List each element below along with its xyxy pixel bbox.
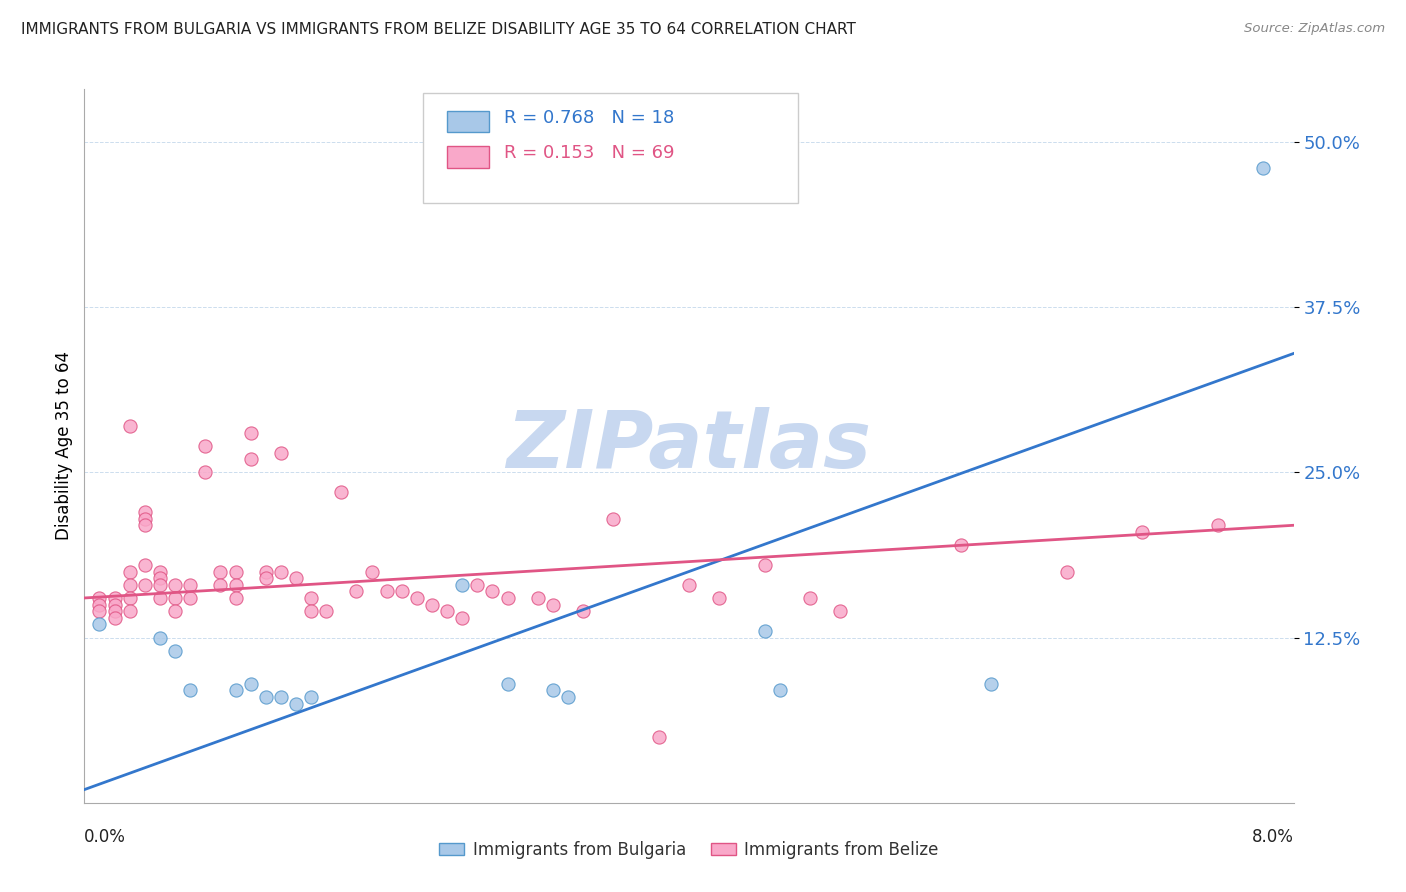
Point bbox=[104, 611, 127, 625]
Point bbox=[104, 598, 127, 612]
Text: Source: ZipAtlas.com: Source: ZipAtlas.com bbox=[1244, 22, 1385, 36]
Point bbox=[541, 683, 564, 698]
Point bbox=[602, 511, 624, 525]
Text: R = 0.153   N = 69: R = 0.153 N = 69 bbox=[503, 145, 675, 162]
Point bbox=[678, 578, 700, 592]
Point bbox=[134, 511, 156, 525]
Point bbox=[118, 565, 141, 579]
Point bbox=[89, 617, 111, 632]
Point bbox=[104, 604, 127, 618]
Point bbox=[239, 677, 262, 691]
Point bbox=[239, 425, 262, 440]
Point bbox=[254, 571, 277, 585]
Y-axis label: Disability Age 35 to 64: Disability Age 35 to 64 bbox=[55, 351, 73, 541]
Point bbox=[572, 604, 595, 618]
Point bbox=[118, 604, 141, 618]
Point bbox=[89, 598, 111, 612]
Point bbox=[754, 558, 776, 572]
Point bbox=[149, 571, 172, 585]
Point bbox=[284, 697, 308, 711]
Point bbox=[557, 690, 579, 704]
Point bbox=[134, 578, 156, 592]
Point bbox=[194, 439, 217, 453]
Point bbox=[420, 598, 443, 612]
Point bbox=[89, 591, 111, 605]
FancyBboxPatch shape bbox=[447, 111, 489, 132]
Point bbox=[406, 591, 429, 605]
Point bbox=[451, 578, 474, 592]
Point bbox=[134, 518, 156, 533]
Point bbox=[134, 505, 156, 519]
Point bbox=[165, 578, 187, 592]
Text: ZIPatlas: ZIPatlas bbox=[506, 407, 872, 485]
Point bbox=[754, 624, 776, 638]
Point bbox=[225, 683, 247, 698]
Point bbox=[209, 565, 232, 579]
FancyBboxPatch shape bbox=[447, 146, 489, 168]
Point bbox=[254, 565, 277, 579]
Point bbox=[118, 591, 141, 605]
Point bbox=[481, 584, 503, 599]
Point bbox=[496, 677, 519, 691]
Point bbox=[391, 584, 413, 599]
Point bbox=[299, 591, 322, 605]
Point bbox=[165, 604, 187, 618]
Point bbox=[647, 730, 671, 744]
Point bbox=[284, 571, 308, 585]
Point bbox=[179, 591, 201, 605]
Point bbox=[527, 591, 550, 605]
Point bbox=[225, 578, 247, 592]
Point bbox=[709, 591, 731, 605]
Point bbox=[799, 591, 821, 605]
Point bbox=[950, 538, 973, 552]
Point bbox=[179, 683, 201, 698]
Point bbox=[149, 578, 172, 592]
Point bbox=[270, 445, 292, 459]
Point bbox=[209, 578, 232, 592]
Point bbox=[165, 591, 187, 605]
FancyBboxPatch shape bbox=[423, 93, 797, 203]
Point bbox=[270, 690, 292, 704]
Point bbox=[225, 591, 247, 605]
Point bbox=[360, 565, 382, 579]
Point bbox=[769, 683, 792, 698]
Point bbox=[149, 631, 172, 645]
Point bbox=[104, 591, 127, 605]
Point bbox=[225, 565, 247, 579]
Point bbox=[270, 565, 292, 579]
Point bbox=[375, 584, 398, 599]
Point bbox=[467, 578, 489, 592]
Point bbox=[299, 604, 322, 618]
Legend: Immigrants from Bulgaria, Immigrants from Belize: Immigrants from Bulgaria, Immigrants fro… bbox=[433, 835, 945, 866]
Point bbox=[436, 604, 458, 618]
Point bbox=[118, 578, 141, 592]
Point bbox=[239, 452, 262, 467]
Point bbox=[1056, 565, 1078, 579]
Point bbox=[254, 690, 277, 704]
Point bbox=[165, 644, 187, 658]
Point bbox=[830, 604, 852, 618]
Point bbox=[1251, 161, 1274, 176]
Point bbox=[346, 584, 368, 599]
Point bbox=[89, 604, 111, 618]
Text: IMMIGRANTS FROM BULGARIA VS IMMIGRANTS FROM BELIZE DISABILITY AGE 35 TO 64 CORRE: IMMIGRANTS FROM BULGARIA VS IMMIGRANTS F… bbox=[21, 22, 856, 37]
Point bbox=[149, 591, 172, 605]
Point bbox=[541, 598, 564, 612]
Point bbox=[315, 604, 337, 618]
Point bbox=[179, 578, 201, 592]
Point bbox=[1206, 518, 1229, 533]
Text: 0.0%: 0.0% bbox=[84, 828, 127, 846]
Point bbox=[134, 558, 156, 572]
Point bbox=[149, 565, 172, 579]
Point bbox=[1132, 524, 1154, 539]
Text: 8.0%: 8.0% bbox=[1251, 828, 1294, 846]
Point bbox=[980, 677, 1002, 691]
Point bbox=[299, 690, 322, 704]
Point bbox=[194, 466, 217, 480]
Text: R = 0.768   N = 18: R = 0.768 N = 18 bbox=[503, 109, 675, 127]
Point bbox=[496, 591, 519, 605]
Point bbox=[118, 419, 141, 434]
Point bbox=[330, 485, 353, 500]
Point bbox=[451, 611, 474, 625]
